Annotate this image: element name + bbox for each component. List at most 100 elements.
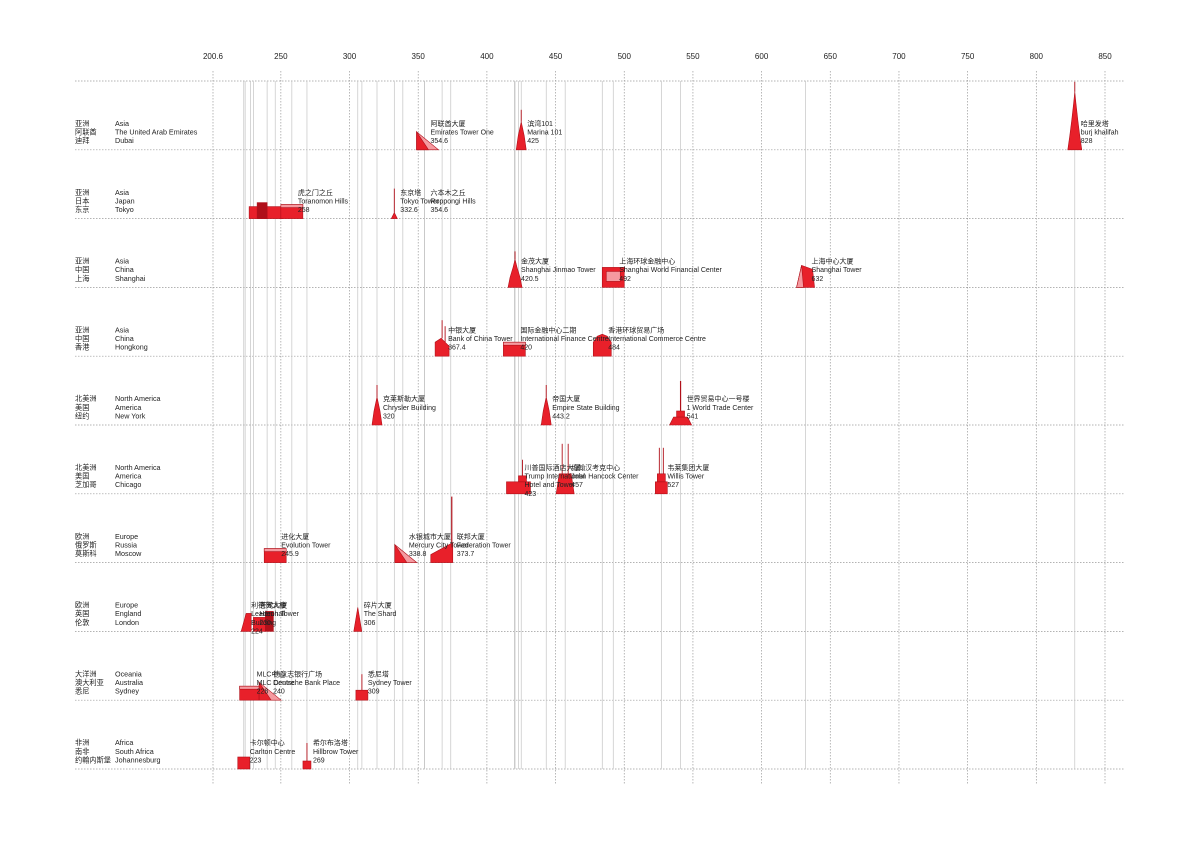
building-label: Roppongi Hills <box>431 198 477 205</box>
x-tick-label: 850 <box>1098 52 1112 61</box>
building-label: Toranomon Hills <box>298 198 349 205</box>
row-label-en: Asia <box>115 119 129 128</box>
building-label: burj khalifah <box>1081 130 1119 137</box>
building-label: 223 <box>250 757 262 764</box>
building-label: 阿联酋大厦 <box>431 119 466 128</box>
building-label: 约翰汉考克中心 <box>571 463 620 472</box>
building-label: 国际金融中心二期 <box>520 325 576 334</box>
x-tick-label: 600 <box>755 52 769 61</box>
building-mark <box>1067 91 1083 151</box>
row-label-cn: 纽约 <box>75 411 89 420</box>
building-label: 上海环球金融中心 <box>619 257 675 266</box>
building-label: The Shard <box>364 611 397 618</box>
building-label: 东京塔 <box>400 188 421 197</box>
building-label: Heron Tower <box>259 611 299 618</box>
building-label: Marina 101 <box>527 130 562 137</box>
building-label: 苍鹭大厦 <box>259 601 287 610</box>
building-mark <box>676 410 685 418</box>
building-mark <box>416 130 430 151</box>
building-label: 卡尔顿中心 <box>250 738 285 747</box>
building-label: 六本木之丘 <box>431 188 466 197</box>
row-label-cn: 芝加哥 <box>75 480 97 489</box>
row-label-cn: 悉尼 <box>75 687 89 696</box>
x-tick-label: 650 <box>824 52 838 61</box>
building-mark <box>503 341 526 346</box>
height-guides <box>243 81 1076 769</box>
x-tick-label: 400 <box>480 52 494 61</box>
building-label: Hotel and Tower <box>524 482 575 489</box>
row-label-en: Chicago <box>115 480 141 489</box>
building-mark <box>371 396 383 426</box>
building-label: Empire State Building <box>552 405 619 412</box>
row-label-en: Tokyo <box>115 205 134 214</box>
row-label-cn: 北美洲 <box>75 394 97 403</box>
building-label: 420.5 <box>521 276 539 283</box>
building-mark <box>240 613 252 632</box>
building-label: 韦莱集团大厦 <box>667 463 709 472</box>
building-label: 哈里发塔 <box>1081 119 1109 128</box>
row-label-cn: 亚洲 <box>75 119 89 128</box>
building-label: 碎片大厦 <box>364 601 392 610</box>
building-mark <box>263 548 287 552</box>
building-label: 世界贸易中心一号楼 <box>687 394 750 403</box>
row-label-cn: 澳大利亚 <box>75 678 104 687</box>
building-mark <box>515 121 527 151</box>
building-mark <box>302 760 312 770</box>
building-mark <box>605 271 621 282</box>
building-labels: 阿联酋大厦 Emirates Tower One 354.6 滨湾101 Marina … <box>250 119 1119 764</box>
row-label-en: America <box>115 472 141 481</box>
row-label-cn: 欧洲 <box>75 601 89 610</box>
building-label: 克莱斯勒大厦 <box>383 394 425 403</box>
building-mark <box>540 396 552 426</box>
building-label: John Hancock Center <box>571 474 639 481</box>
x-tick-label: 200.6 <box>203 52 224 61</box>
building-label: Willis Tower <box>667 474 704 481</box>
building-label: 228 <box>257 689 269 696</box>
row-label-en: Asia <box>115 325 129 334</box>
row-label-cn: 莫斯科 <box>75 549 97 558</box>
row-label-en: Moscow <box>115 549 142 558</box>
building-mark <box>394 543 408 563</box>
row-label-cn: 亚洲 <box>75 325 89 334</box>
building-label: Evolution Tower <box>281 542 331 549</box>
building-label: 541 <box>687 413 699 420</box>
building-label: Shanghai Tower <box>812 267 863 274</box>
row-label-en: New York <box>115 411 146 420</box>
building-label: 川普国际酒店大厦 <box>524 463 580 472</box>
row-label-cn: 中国 <box>75 334 89 343</box>
row-label-cn: 英国 <box>75 609 89 618</box>
building-label: 希尔布洛塔 <box>313 738 348 747</box>
building-label: Sydney Tower <box>368 680 413 687</box>
row-label-cn: 欧洲 <box>75 532 89 541</box>
building-mark <box>555 473 575 495</box>
building-mark <box>655 481 668 495</box>
building-mark <box>507 259 523 288</box>
building-label: Shanghai World Financial Center <box>619 267 722 274</box>
building-label: 中银大厦 <box>448 325 476 334</box>
building-label: 354.6 <box>431 207 449 214</box>
row-label-en: Australia <box>115 678 143 687</box>
row-label-en: America <box>115 403 141 412</box>
building-marks <box>237 81 1083 770</box>
row-label-en: London <box>115 618 139 627</box>
row-label-cn: 大洋洲 <box>75 669 97 678</box>
building-label: 269 <box>313 757 325 764</box>
x-axis-ticks: 200.6 250 300 350 400 450 500 550 600 650 700 750 80… <box>203 52 1112 61</box>
building-label: Mercury City Tower <box>409 542 469 549</box>
row-label-en: Asia <box>115 188 129 197</box>
building-label: 245.9 <box>281 551 299 558</box>
row-label-cn: 约翰内斯堡 <box>75 755 111 764</box>
building-label: Emirates Tower One <box>431 130 494 137</box>
building-label: 373.7 <box>457 551 475 558</box>
row-label-cn: 迪拜 <box>75 136 89 145</box>
x-tick-label: 700 <box>892 52 906 61</box>
building-label: 滨湾101 <box>527 119 553 128</box>
row-label-en: Europe <box>115 532 138 541</box>
building-label: 金茂大厦 <box>521 257 549 266</box>
row-label-en: Russia <box>115 540 137 549</box>
building-label: 水银城市大厦 <box>409 532 451 541</box>
row-label-cn: 东京 <box>75 205 89 214</box>
row-label-en: North America <box>115 394 161 403</box>
building-label: Tokyo Tower <box>400 198 439 205</box>
